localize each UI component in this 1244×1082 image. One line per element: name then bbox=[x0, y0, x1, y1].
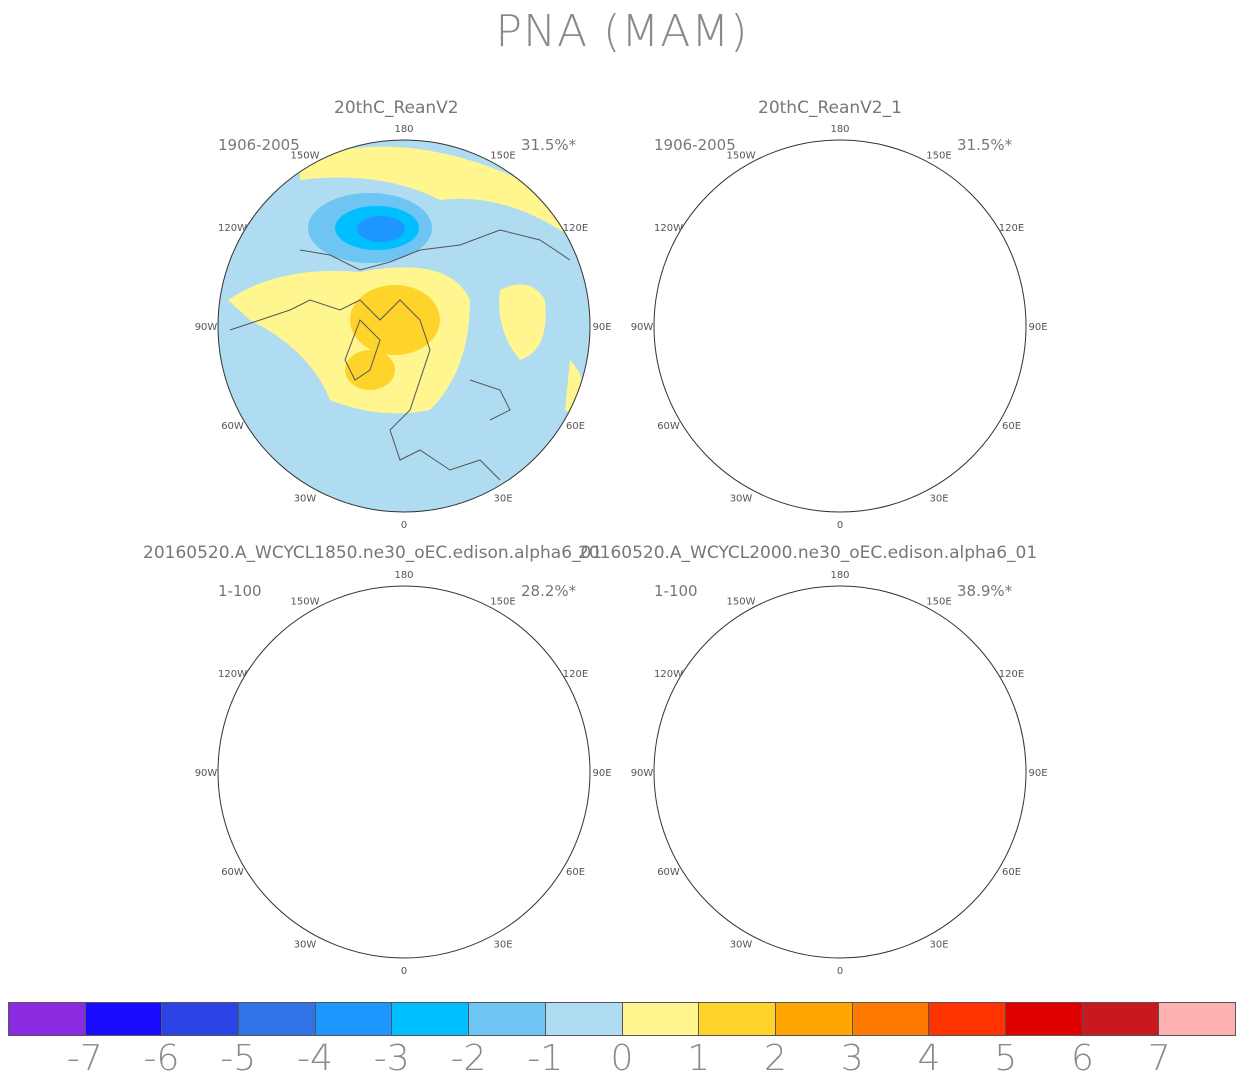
longitude-label: 90E bbox=[1028, 322, 1047, 333]
colorbar-label: 3 bbox=[840, 1038, 864, 1079]
panel-variance: 38.9%* bbox=[957, 582, 1013, 600]
longitude-label: 30W bbox=[294, 940, 317, 951]
longitude-label: 180 bbox=[394, 124, 413, 135]
colorbar-swatch bbox=[8, 1002, 85, 1036]
panel-years: 1-100 bbox=[218, 582, 262, 600]
panel-variance: 28.2%* bbox=[521, 582, 577, 600]
longitude-label: 30E bbox=[929, 940, 948, 951]
longitude-label: 90E bbox=[592, 768, 611, 779]
longitude-label: 150W bbox=[727, 597, 756, 608]
panel-title: 20thC_ReanV2 bbox=[334, 98, 459, 118]
colorbar-swatch bbox=[314, 1002, 392, 1036]
longitude-label: 150E bbox=[926, 597, 951, 608]
panel-title: 20160520.A_WCYCL2000.ne30_oEC.edison.alp… bbox=[578, 543, 1038, 563]
colorbar-label: 4 bbox=[917, 1038, 941, 1079]
longitude-label: 0 bbox=[837, 966, 843, 977]
colorbar-label: 0 bbox=[610, 1038, 634, 1079]
longitude-label: 0 bbox=[837, 520, 843, 531]
map-panel-1 bbox=[218, 140, 590, 512]
longitude-label: 90W bbox=[631, 768, 654, 779]
longitude-label: 150W bbox=[291, 151, 320, 162]
map-panel-2 bbox=[646, 130, 1036, 520]
longitude-label: 30E bbox=[493, 494, 512, 505]
colorbar-swatch bbox=[84, 1002, 162, 1036]
polar-maps: 180 150E 120E 90E 60E 30E 0 30W 60W 90W 120W 150W 18… bbox=[195, 124, 1048, 977]
panel-title: 20160520.A_WCYCL1850.ne30_oEC.edison.alp… bbox=[143, 543, 603, 563]
colorbar-label: -5 bbox=[220, 1038, 257, 1079]
longitude-label: 120W bbox=[218, 669, 247, 680]
longitude-label: 90E bbox=[1028, 768, 1047, 779]
colorbar-swatch bbox=[1004, 1002, 1082, 1036]
longitude-label: 30E bbox=[929, 494, 948, 505]
colorbar-label: -1 bbox=[527, 1038, 564, 1079]
colorbar-swatch bbox=[391, 1002, 469, 1036]
colorbar-label: 5 bbox=[994, 1038, 1018, 1079]
colorbar bbox=[8, 1002, 1236, 1036]
longitude-label: 120W bbox=[654, 223, 683, 234]
longitude-label: 120E bbox=[563, 669, 588, 680]
longitude-label: 0 bbox=[401, 520, 407, 531]
longitude-label: 120E bbox=[999, 669, 1024, 680]
longitude-label: 60W bbox=[221, 421, 244, 432]
colorbar-label: 6 bbox=[1071, 1038, 1094, 1079]
colorbar-label: -3 bbox=[373, 1038, 410, 1079]
colorbar-swatch bbox=[928, 1002, 1005, 1036]
longitude-label: 120W bbox=[654, 669, 683, 680]
colorbar-swatch bbox=[774, 1002, 852, 1036]
figure-title: PNA (MAM) bbox=[495, 6, 749, 57]
panel-years: 1906-2005 bbox=[654, 136, 736, 154]
longitude-label: 90E bbox=[592, 322, 611, 333]
longitude-label: 150E bbox=[490, 151, 515, 162]
colorbar-swatch bbox=[544, 1002, 622, 1036]
longitude-label: 120W bbox=[218, 223, 247, 234]
longitude-label: 60E bbox=[1002, 421, 1021, 432]
longitude-label: 60E bbox=[566, 867, 585, 878]
colorbar-label: -4 bbox=[297, 1038, 333, 1079]
longitude-label: 60W bbox=[657, 867, 680, 878]
longitude-label: 180 bbox=[394, 570, 413, 581]
colorbar-label: -7 bbox=[66, 1038, 103, 1079]
longitude-label: 0 bbox=[401, 966, 407, 977]
longitude-label: 60W bbox=[657, 421, 680, 432]
longitude-label: 30W bbox=[730, 494, 753, 505]
colorbar-swatch bbox=[161, 1002, 239, 1036]
colorbar-swatch bbox=[851, 1002, 929, 1036]
longitude-label: 150E bbox=[926, 151, 951, 162]
colorbar-swatch bbox=[1158, 1002, 1236, 1036]
longitude-label: 60W bbox=[221, 867, 244, 878]
colorbar-label: 2 bbox=[764, 1038, 787, 1079]
longitude-label: 120E bbox=[563, 223, 588, 234]
colorbar-swatch bbox=[468, 1002, 545, 1036]
panel-years: 1-100 bbox=[654, 582, 698, 600]
longitude-label: 90W bbox=[631, 322, 654, 333]
longitude-label: 30E bbox=[493, 940, 512, 951]
panel-years: 1906-2005 bbox=[218, 136, 300, 154]
colorbar-swatch bbox=[1081, 1002, 1159, 1036]
colorbar-swatch bbox=[238, 1002, 315, 1036]
longitude-label: 90W bbox=[195, 322, 218, 333]
map-panel-3 bbox=[210, 576, 600, 966]
longitude-label: 120E bbox=[999, 223, 1024, 234]
longitude-label: 60E bbox=[1002, 867, 1021, 878]
longitude-label: 150W bbox=[291, 597, 320, 608]
colorbar-swatch bbox=[621, 1002, 699, 1036]
longitude-label: 90W bbox=[195, 768, 218, 779]
colorbar-swatch bbox=[698, 1002, 775, 1036]
colorbar-labels: -7 -6 -5 -4 -3 -2 -1 0 1 2 3 4 5 6 7 bbox=[0, 1038, 1244, 1082]
longitude-label: 150E bbox=[490, 597, 515, 608]
longitude-label: 180 bbox=[830, 124, 849, 135]
longitude-label: 30W bbox=[730, 940, 753, 951]
longitude-label: 180 bbox=[830, 570, 849, 581]
longitude-label: 150W bbox=[727, 151, 756, 162]
colorbar-label: -6 bbox=[143, 1038, 180, 1079]
colorbar-label: 7 bbox=[1147, 1038, 1171, 1079]
longitude-label: 60E bbox=[566, 421, 585, 432]
colorbar-label: -2 bbox=[450, 1038, 487, 1079]
map-panel-4 bbox=[646, 576, 1036, 966]
longitude-label: 30W bbox=[294, 494, 317, 505]
panel-variance: 31.5%* bbox=[521, 136, 577, 154]
panel-variance: 31.5%* bbox=[957, 136, 1013, 154]
panel-title: 20thC_ReanV2_1 bbox=[758, 98, 902, 118]
colorbar-label: 1 bbox=[687, 1038, 711, 1079]
